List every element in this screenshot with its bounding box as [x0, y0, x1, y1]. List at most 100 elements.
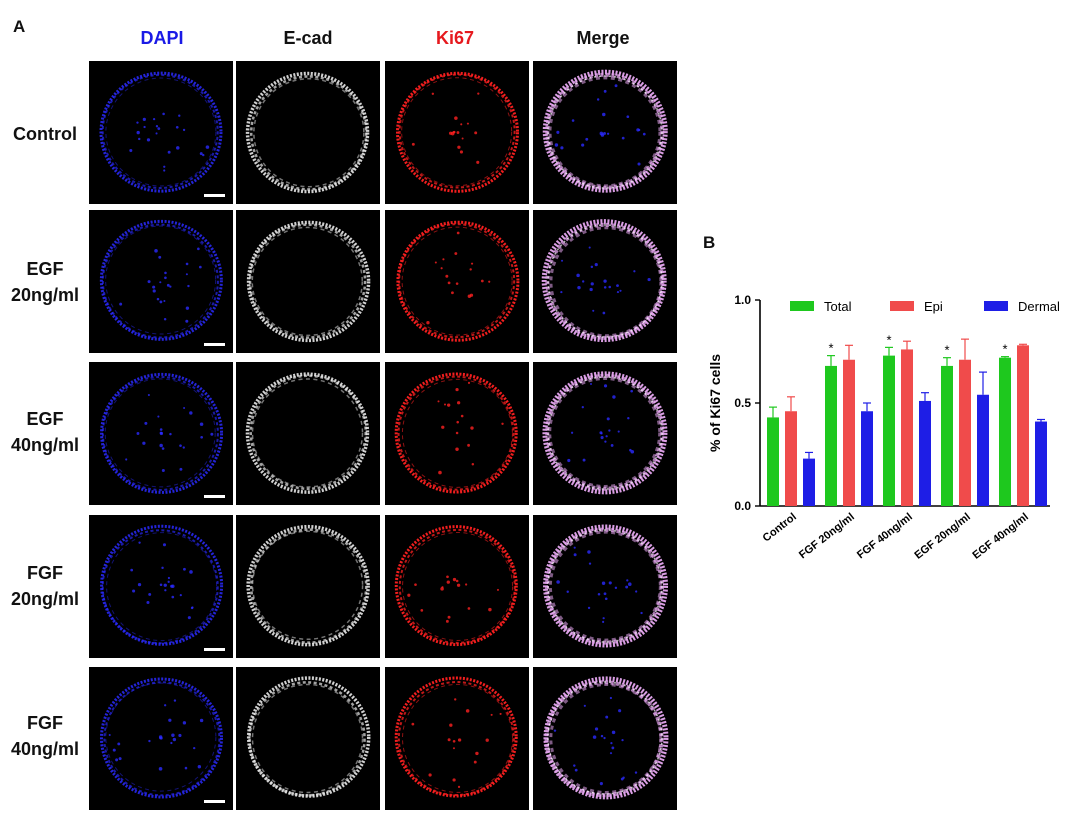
micrograph-ki67-row-4	[385, 515, 529, 658]
y-tick-label: 0.5	[734, 396, 751, 410]
micrograph-ki67-row-1	[385, 61, 529, 204]
scale-bar	[204, 648, 225, 651]
scale-bar	[204, 194, 225, 197]
bar-total	[883, 355, 895, 506]
micrograph-merge-row-1	[533, 61, 677, 204]
bar-total	[767, 417, 779, 506]
organoid-ring-image	[541, 219, 667, 343]
organoid-ring-image	[246, 676, 371, 798]
x-tick-label: FGF 40ng/ml	[855, 511, 915, 561]
micrograph-ecad-row-5	[236, 667, 380, 810]
organoid-ring-image	[99, 71, 223, 193]
x-tick-label: EGF 20ng/ml	[912, 511, 972, 562]
row-label-fgf-40: FGF 40ng/ml	[0, 710, 90, 762]
micrograph-merge-row-4	[533, 515, 677, 658]
organoid-ring-image	[543, 524, 669, 648]
micrograph-ki67-row-5	[385, 667, 529, 810]
panel-label-b: B	[703, 233, 716, 252]
bar-epi	[785, 411, 797, 506]
row-label-line2: 40ng/ml	[10, 435, 80, 455]
bar-epi	[901, 349, 913, 506]
scale-bar	[204, 495, 225, 498]
micrograph-ecad-row-2	[236, 210, 380, 353]
bar-dermal	[803, 458, 815, 506]
bar-epi	[843, 359, 855, 506]
organoid-ring-image	[100, 372, 224, 494]
organoid-ring-image	[99, 219, 223, 341]
bar-epi	[959, 359, 971, 506]
organoid-ring-image	[394, 525, 518, 647]
micrograph-merge-row-5	[533, 667, 677, 810]
micrograph-dapi-row-3	[89, 362, 233, 505]
bar-total	[941, 365, 953, 506]
organoid-ring-image	[542, 371, 668, 495]
significance-marker: *	[1002, 342, 1007, 357]
organoid-ring-image	[396, 220, 520, 342]
micrograph-merge-row-3	[533, 362, 677, 505]
y-tick-label: 1.0	[734, 293, 751, 307]
organoid-ring-image	[394, 372, 518, 494]
organoid-ring-image	[100, 524, 224, 646]
row-label-line2: 40ng/ml	[10, 739, 80, 759]
column-header-ecad: E-cad	[283, 28, 333, 48]
legend-swatch-total	[790, 301, 814, 311]
micrograph-dapi-row-1	[89, 61, 233, 204]
micrograph-dapi-row-2	[89, 210, 233, 353]
row-label-line1: FGF	[27, 713, 63, 733]
x-tick-label: EGF 40ng/ml	[970, 511, 1030, 562]
y-axis-label: % of Ki67 cells	[707, 354, 723, 452]
micrograph-dapi-row-4	[89, 515, 233, 658]
legend-label-epi: Epi	[924, 299, 943, 314]
organoid-ring-image	[394, 676, 518, 798]
column-header-ki67: Ki67	[435, 28, 475, 48]
significance-marker: *	[886, 332, 891, 347]
bar-dermal	[977, 394, 989, 506]
scale-bar	[204, 343, 225, 346]
micrograph-dapi-row-5	[89, 667, 233, 810]
micrograph-merge-row-2	[533, 210, 677, 353]
row-label-fgf-20: FGF 20ng/ml	[0, 560, 90, 612]
row-label-line1: EGF	[26, 259, 64, 279]
panel-label-a: A	[13, 17, 26, 36]
significance-marker: *	[944, 343, 949, 358]
organoid-ring-image	[246, 220, 371, 343]
legend-swatch-dermal	[984, 301, 1008, 311]
row-label-line1: EGF	[26, 409, 64, 429]
bar-total	[999, 357, 1011, 506]
scale-bar	[204, 800, 225, 803]
legend-label-dermal: Dermal	[1018, 299, 1060, 314]
row-label-egf-40: EGF 40ng/ml	[0, 406, 90, 458]
row-label-egf-20: EGF 20ng/ml	[0, 256, 90, 308]
row-label-line2: 20ng/ml	[10, 589, 80, 609]
bar-dermal	[861, 411, 873, 506]
bar-dermal	[1035, 421, 1047, 506]
legend-label-total: Total	[824, 299, 852, 314]
organoid-ring-image	[542, 69, 668, 193]
organoid-ring-image	[245, 372, 370, 494]
x-tick-label: Control	[761, 511, 799, 545]
micrograph-ecad-row-4	[236, 515, 380, 658]
organoid-ring-image	[395, 71, 519, 193]
ki67-bar-chart: 0.0 0.5 1.0 % of Ki67 cells Control * FGF 20ng…	[707, 293, 1060, 562]
organoid-ring-image	[245, 71, 370, 194]
column-header-dapi: DAPI	[140, 28, 184, 48]
micrograph-ecad-row-1	[236, 61, 380, 204]
row-label-control: Control	[0, 121, 90, 147]
column-header-merge: Merge	[576, 28, 630, 48]
significance-marker: *	[828, 341, 833, 356]
y-tick-label: 0.0	[734, 499, 751, 513]
micrograph-ki67-row-3	[385, 362, 529, 505]
row-label-line1: FGF	[27, 563, 63, 583]
bar-total	[825, 365, 837, 506]
bar-epi	[1017, 345, 1029, 506]
legend-swatch-epi	[890, 301, 914, 311]
bar-dermal	[919, 400, 931, 506]
row-label-line1: Control	[13, 124, 77, 144]
micrograph-ecad-row-3	[236, 362, 380, 505]
organoid-ring-image	[543, 676, 669, 800]
organoid-ring-image	[99, 677, 223, 799]
row-label-line2: 20ng/ml	[10, 285, 80, 305]
organoid-ring-image	[246, 524, 370, 647]
x-tick-label: FGF 20ng/ml	[797, 511, 857, 561]
micrograph-ki67-row-2	[385, 210, 529, 353]
